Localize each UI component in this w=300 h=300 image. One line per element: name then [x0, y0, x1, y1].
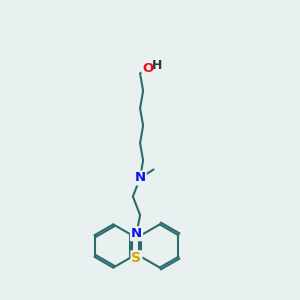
Text: N: N [131, 227, 142, 240]
Text: S: S [131, 251, 142, 265]
Text: H: H [152, 59, 162, 72]
Text: O: O [142, 62, 154, 76]
Text: N: N [134, 171, 146, 184]
